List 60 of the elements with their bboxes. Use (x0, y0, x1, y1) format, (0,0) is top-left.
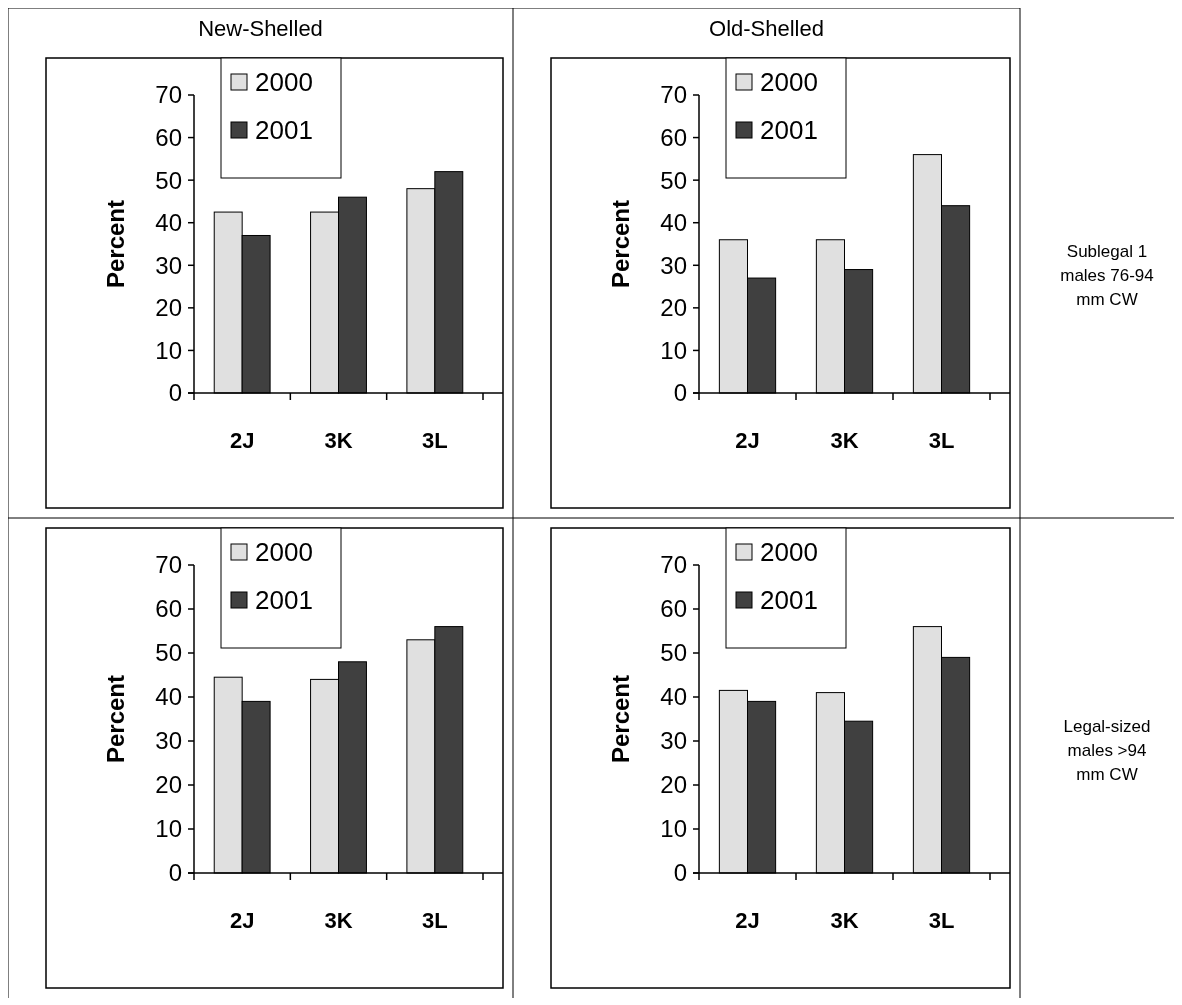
x-tick-label: 3K (830, 908, 859, 933)
y-tick-label: 10 (155, 815, 182, 843)
y-tick-label: 0 (168, 379, 182, 407)
text: Sublegal 1 males 76-94 mm CW (1060, 242, 1154, 309)
x-tick-label: 2J (229, 908, 255, 933)
legend-label: 2000 (255, 67, 313, 98)
y-tick-label: 40 (155, 209, 182, 237)
x-tick-label: 2J (735, 428, 760, 453)
y-tick-label: 10 (155, 336, 182, 364)
y-tick-label: 20 (660, 771, 687, 799)
x-tick-label: 3L (928, 428, 955, 453)
x-tick-label: 3K (830, 428, 859, 453)
y-tick-label: 70 (155, 551, 182, 579)
legend-label: 2001 (760, 115, 818, 146)
x-tick-label: 3L (421, 908, 448, 933)
y-tick-label: 40 (660, 683, 687, 711)
legend-label: 2000 (255, 537, 313, 568)
y-tick-label: 50 (660, 166, 687, 194)
y-tick-label: 0 (168, 859, 182, 887)
legend-label: 2000 (760, 537, 818, 568)
y-tick-label: 30 (155, 251, 182, 279)
y-tick-label: 30 (155, 727, 182, 755)
text: Legal-sized males >94 mm CW (1063, 717, 1151, 784)
y-tick-label: 50 (155, 166, 182, 194)
legend-label: 2001 (255, 115, 313, 146)
y-tick-label: 20 (155, 294, 182, 322)
y-tick-label: 10 (660, 815, 687, 843)
legend-label: 2001 (760, 585, 818, 616)
legend-label: 2000 (760, 67, 818, 98)
y-tick-label: 60 (660, 123, 687, 151)
y-axis-title: Percent (102, 199, 129, 289)
y-tick-label: 70 (155, 81, 182, 109)
y-tick-label: 70 (660, 81, 687, 109)
y-axis-title: Percent (102, 674, 129, 764)
x-tick-label: 3L (928, 908, 955, 933)
x-tick-label: 2J (229, 428, 255, 453)
x-tick-label: 3K (324, 428, 353, 453)
y-tick-label: 50 (660, 639, 687, 667)
y-tick-label: 60 (155, 123, 182, 151)
y-tick-label: 20 (155, 771, 182, 799)
y-axis-title: Percent (607, 674, 634, 764)
x-tick-label: 3L (421, 428, 448, 453)
x-tick-label: 3K (324, 908, 353, 933)
y-tick-label: 30 (660, 251, 687, 279)
y-tick-label: 40 (660, 209, 687, 237)
y-axis-title: Percent (607, 199, 634, 289)
chart-title: New-Shelled (198, 16, 323, 41)
y-tick-label: 60 (660, 595, 687, 623)
legend-label: 2001 (255, 585, 313, 616)
y-tick-label: 40 (155, 683, 182, 711)
y-tick-label: 50 (155, 639, 182, 667)
y-tick-label: 0 (673, 379, 687, 407)
y-tick-label: 20 (660, 294, 687, 322)
x-tick-label: 2J (735, 908, 760, 933)
y-tick-label: 70 (660, 551, 687, 579)
y-tick-label: 30 (660, 727, 687, 755)
y-tick-label: 60 (155, 595, 182, 623)
y-tick-label: 10 (660, 336, 687, 364)
chart-title: Old-Shelled (709, 16, 824, 41)
y-tick-label: 0 (673, 859, 687, 887)
